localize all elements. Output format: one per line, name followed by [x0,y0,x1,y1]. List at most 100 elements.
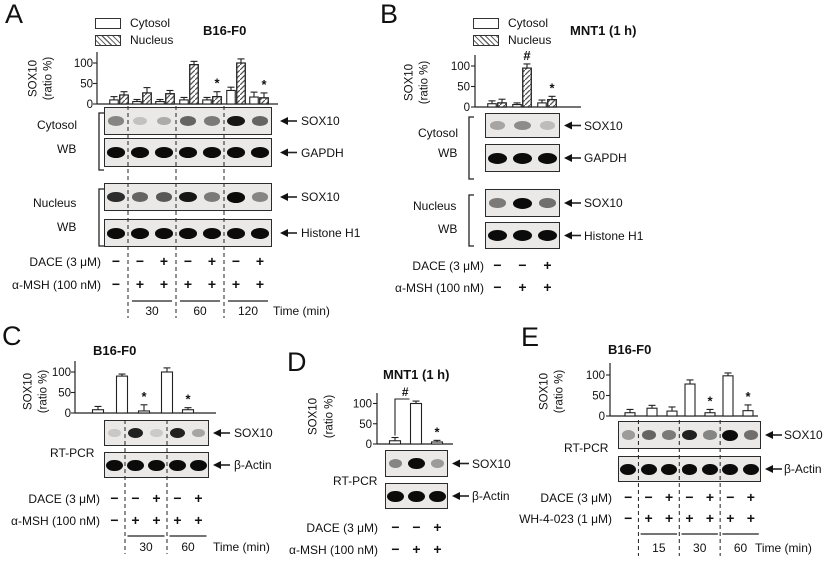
panel-B-y-axis-label-2: (ratio %) [418,60,431,105]
time-group-label: 30 [139,540,153,554]
treatment-sign: + [231,276,241,292]
gel-band [661,463,678,475]
gel-band [108,428,121,438]
panel-C-title: B16-F0 [93,343,137,358]
panel-C-y-axis-label-1: SOX10 [22,372,35,411]
blot-section-label-rt-pcr: RT-PCR [50,446,95,460]
panel-A-letter: A [5,0,24,29]
treatment-sign: + [705,489,715,505]
gel-band [387,490,404,502]
gel-band [202,147,222,158]
time-group-label: 60 [193,304,207,318]
treatment-sign: + [412,541,421,557]
legend-label-nucleus: Nucleus [130,33,174,47]
band-target-label-histone-h1: Histone H1 [301,226,361,240]
gel-band [156,116,172,126]
gel-band [250,227,270,239]
gel-band [203,116,221,126]
gel-band [681,429,698,441]
gel-band [226,147,246,158]
gel-band [512,230,533,241]
time-axis-label: Time (min) [273,304,330,318]
blot-section-label-nucleus: Nucleus [413,199,457,213]
gel-band [640,463,657,475]
treatment-sign: − [624,510,633,526]
gel-band [429,490,446,502]
gel-band [190,459,207,471]
legend-swatch-open [95,18,121,29]
treatment-sign: − [412,519,421,535]
gel-band [154,227,174,239]
gel-band [155,192,173,202]
gel-band [539,121,556,130]
time-group-label: 60 [181,540,195,554]
time-group-label: 30 [693,541,707,555]
treatment-sign: − [110,490,119,506]
panel-E-letter: E [521,322,540,352]
gel-band [127,427,144,439]
legend-label-cytosol: Cytosol [508,16,549,30]
treatment-sign: + [255,253,265,269]
gel-band [131,192,149,202]
gel-band [621,430,635,440]
treatment-sign: − [110,512,119,528]
gel-band [191,428,206,438]
treatment-sign: − [685,489,694,505]
gel-band [106,459,123,471]
treatment-sign: + [543,257,552,273]
treatment-sign: − [135,253,145,269]
gel-band [742,463,759,475]
blot-box-sox10 [104,420,209,446]
gel-band [108,116,124,126]
legend-swatch-hatch [95,35,121,46]
gel-band [203,192,221,202]
panel-A-y-axis-label-1: SOX10 [27,59,40,98]
band-target-label-histone-h1: Histone H1 [584,228,644,243]
treatment-sign: + [664,489,674,505]
treatment-sign: − [726,489,735,505]
gel-band [252,192,268,202]
gel-band [148,459,165,471]
band-target-label-β-actin: β-Actin [234,458,272,472]
treatment-sign: + [207,276,217,292]
gel-band [178,191,198,203]
treatment-sign: + [705,510,715,526]
gel-band [154,147,174,158]
panel-A-y-axis-label-2: (ratio %) [42,56,55,101]
gel-band [641,430,656,440]
treatment-sign: + [664,510,674,526]
treatment-sign: + [433,519,442,535]
blot-section-label-cytosol: Cytosol [37,118,78,132]
treatment-sign: + [152,490,161,506]
blot-section-label-wb: WB [57,142,77,156]
blot-section-label-wb: WB [438,146,458,160]
gel-band [681,463,698,475]
time-group-label: 60 [733,541,748,555]
time-group-label: 15 [652,541,666,555]
gel-band [430,458,445,469]
band-target-label-sox10: SOX10 [584,118,623,133]
treatment-sign: − [518,257,527,273]
treatment-row-label: WH-4-023 (1 μM) [519,512,612,526]
gel-band [130,147,150,158]
treatment-sign: − [493,279,502,295]
gel-band [408,490,425,502]
treatment-row-label: α-MSH (100 nM) [395,281,484,295]
time-axis-label: Time (min) [755,541,812,555]
treatment-sign: + [255,276,265,292]
gel-band [538,198,556,208]
treatment-sign: + [746,510,755,526]
treatment-sign: + [644,510,653,526]
treatment-sign: + [685,510,694,526]
blot-box-sox10 [485,113,560,138]
gel-band [107,191,125,203]
panel-D-title: MNT1 (1 h) [383,367,450,382]
treatment-sign: + [152,512,161,528]
treatment-sign: + [159,253,169,269]
band-target-label-sox10: SOX10 [584,196,623,210]
treatment-sign: + [726,510,735,526]
gel-band [178,227,198,239]
band-target-label-sox10: SOX10 [784,428,823,442]
treatment-row-label: DACE (3 μM) [306,521,378,535]
